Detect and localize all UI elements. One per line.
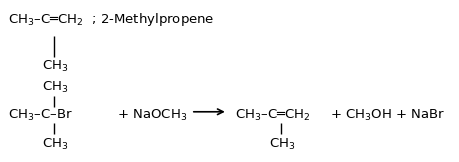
Text: CH$_3$–C═CH$_2$  ; 2-Methylpropene: CH$_3$–C═CH$_2$ ; 2-Methylpropene bbox=[8, 11, 214, 28]
Text: CH$_3$: CH$_3$ bbox=[42, 80, 69, 95]
Text: CH$_3$–C═CH$_2$: CH$_3$–C═CH$_2$ bbox=[234, 107, 310, 123]
Text: + NaOCH$_3$: + NaOCH$_3$ bbox=[117, 107, 187, 123]
Text: CH$_3$: CH$_3$ bbox=[42, 59, 69, 74]
Text: + CH$_3$OH + NaBr: + CH$_3$OH + NaBr bbox=[330, 107, 445, 123]
Text: CH$_3$: CH$_3$ bbox=[269, 137, 295, 152]
Text: CH$_3$: CH$_3$ bbox=[42, 137, 69, 152]
Text: CH$_3$–C–Br: CH$_3$–C–Br bbox=[8, 107, 73, 123]
